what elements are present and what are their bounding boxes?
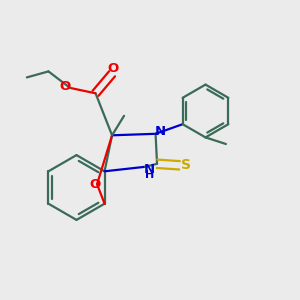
Text: O: O <box>59 80 70 93</box>
Text: S: S <box>181 158 191 172</box>
Text: O: O <box>89 178 100 191</box>
Text: H: H <box>145 170 154 180</box>
Text: O: O <box>107 62 118 75</box>
Text: N: N <box>155 125 166 138</box>
Text: N: N <box>144 163 155 176</box>
